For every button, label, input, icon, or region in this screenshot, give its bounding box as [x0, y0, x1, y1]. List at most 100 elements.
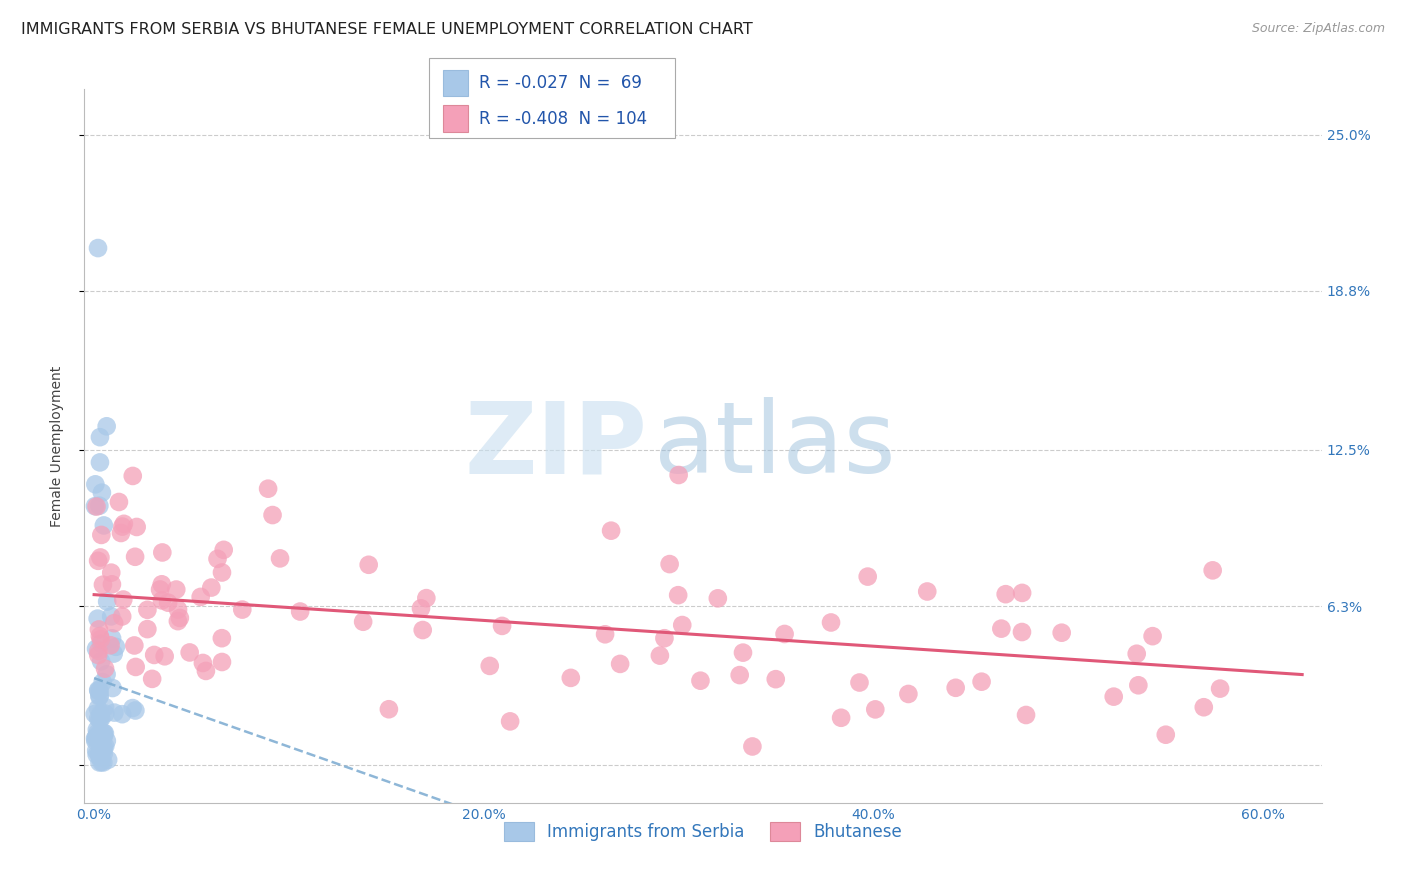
Point — [100, 638, 122, 652]
Point — [89, 550, 111, 565]
Point — [90, 707, 112, 722]
Point — [1202, 563, 1225, 577]
Text: IMMIGRANTS FROM SERBIA VS BHUTANESE FEMALE UNEMPLOYMENT CORRELATION CHART: IMMIGRANTS FROM SERBIA VS BHUTANESE FEMA… — [21, 22, 752, 37]
Point — [1192, 700, 1215, 714]
Point — [654, 632, 676, 646]
Point — [150, 577, 173, 591]
Point — [86, 731, 108, 746]
Point — [491, 619, 513, 633]
Point — [93, 756, 115, 770]
Point — [560, 671, 582, 685]
Point — [111, 519, 134, 533]
Point — [91, 578, 114, 592]
Point — [89, 747, 111, 761]
Point — [84, 499, 107, 513]
Legend: Immigrants from Serbia, Bhutanese: Immigrants from Serbia, Bhutanese — [498, 815, 908, 848]
Point — [84, 477, 107, 491]
Point — [143, 648, 166, 662]
Point — [100, 609, 122, 624]
Point — [110, 526, 132, 541]
Point — [91, 743, 114, 757]
Point — [689, 673, 711, 688]
Point — [179, 645, 201, 659]
Point — [658, 557, 681, 571]
Point — [101, 681, 124, 695]
Point — [89, 689, 111, 703]
Point — [848, 675, 870, 690]
Point — [101, 632, 124, 646]
Point — [112, 516, 135, 531]
Point — [91, 675, 114, 690]
Point — [1128, 678, 1150, 692]
Point — [103, 647, 125, 661]
Point — [666, 588, 689, 602]
Point — [103, 616, 125, 631]
Point — [149, 582, 172, 597]
Point — [96, 733, 118, 747]
Point — [945, 681, 967, 695]
Point — [84, 734, 107, 748]
Point — [728, 668, 751, 682]
Point — [94, 662, 117, 676]
Point — [121, 701, 143, 715]
Point — [103, 706, 125, 720]
Point — [86, 612, 108, 626]
Point — [89, 746, 111, 760]
Point — [91, 731, 114, 745]
Point — [820, 615, 842, 630]
Point — [89, 430, 111, 444]
Point — [856, 569, 879, 583]
Point — [200, 581, 222, 595]
Point — [169, 611, 191, 625]
Point — [970, 674, 993, 689]
Point — [207, 551, 229, 566]
Point — [830, 711, 852, 725]
Point — [94, 739, 117, 754]
Point — [707, 591, 730, 606]
Point — [86, 500, 108, 514]
Point — [87, 648, 110, 662]
Point — [96, 594, 118, 608]
Point — [87, 701, 110, 715]
Point — [865, 702, 887, 716]
Point — [94, 726, 117, 740]
Text: R = -0.408  N = 104: R = -0.408 N = 104 — [479, 110, 648, 128]
Point — [90, 654, 112, 668]
Point — [94, 700, 117, 714]
Point — [257, 482, 280, 496]
Point — [89, 683, 111, 698]
Point — [90, 485, 112, 500]
Point — [269, 551, 291, 566]
Point — [288, 605, 311, 619]
Point — [378, 702, 401, 716]
Point — [94, 706, 117, 721]
Point — [125, 520, 148, 534]
Point — [150, 593, 173, 607]
Point — [93, 747, 115, 761]
Point — [84, 743, 107, 757]
Point — [93, 740, 115, 755]
Point — [915, 584, 938, 599]
Point — [499, 714, 522, 729]
Point — [89, 690, 111, 704]
Point — [101, 577, 124, 591]
Point — [124, 704, 146, 718]
Point — [136, 603, 159, 617]
Point — [478, 659, 501, 673]
Point — [96, 419, 118, 434]
Point — [86, 747, 108, 762]
Point — [668, 468, 690, 483]
Point — [87, 644, 110, 658]
Point — [89, 713, 111, 727]
Point — [357, 558, 380, 572]
Point — [648, 648, 671, 663]
Point — [89, 756, 111, 770]
Point — [87, 731, 110, 745]
Point — [90, 751, 112, 765]
Point — [1154, 728, 1177, 742]
Y-axis label: Female Unemployment: Female Unemployment — [49, 366, 63, 526]
Point — [112, 592, 135, 607]
Point — [93, 518, 115, 533]
Point — [1125, 647, 1147, 661]
Point — [1011, 625, 1033, 640]
